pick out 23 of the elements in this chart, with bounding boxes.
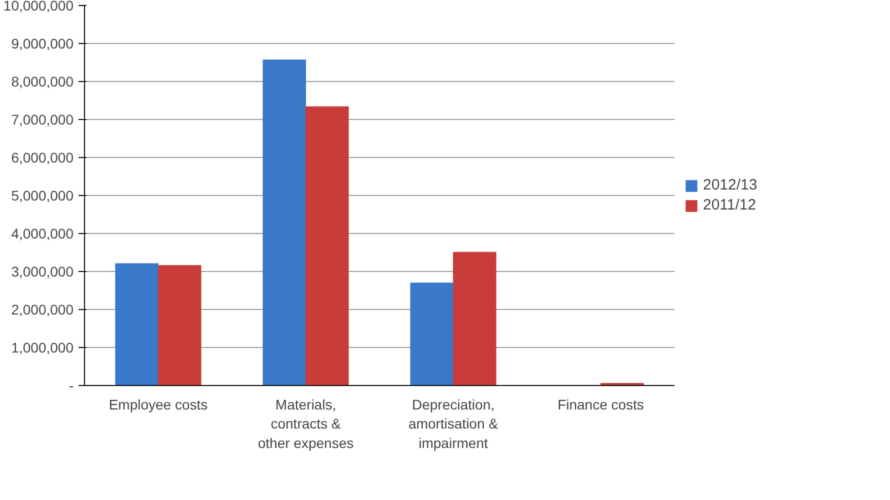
y-tick-label: -: [68, 378, 74, 394]
x-tick-label: Materials, contracts & other expenses: [258, 396, 354, 451]
y-tick-label: 4,000,000: [11, 226, 74, 242]
bar: [262, 60, 306, 386]
y-tick-label: 8,000,000: [11, 74, 74, 90]
legend-label: 2011/12: [703, 196, 756, 214]
x-tick-label: Finance costs: [558, 396, 644, 412]
y-tick-label: 7,000,000: [11, 112, 74, 128]
y-tick-label: 2,000,000: [11, 302, 74, 318]
bar: [453, 252, 496, 386]
bar: [410, 282, 454, 386]
legend-label: 2012/13: [703, 176, 758, 194]
bar: [158, 265, 202, 386]
bar: [115, 263, 158, 386]
y-tick-label: 10,000,000: [3, 0, 74, 14]
y-tick-label: 6,000,000: [11, 150, 74, 166]
y-tick-label: 3,000,000: [11, 264, 74, 280]
y-tick-label: 9,000,000: [11, 36, 74, 52]
bar: [306, 106, 349, 386]
x-tick-label: Employee costs: [108, 396, 208, 412]
x-tick-label: Depreciation, amortisation & impairment: [408, 396, 499, 451]
y-tick-label: 5,000,000: [11, 188, 74, 204]
y-tick-label: 1,000,000: [11, 340, 74, 356]
